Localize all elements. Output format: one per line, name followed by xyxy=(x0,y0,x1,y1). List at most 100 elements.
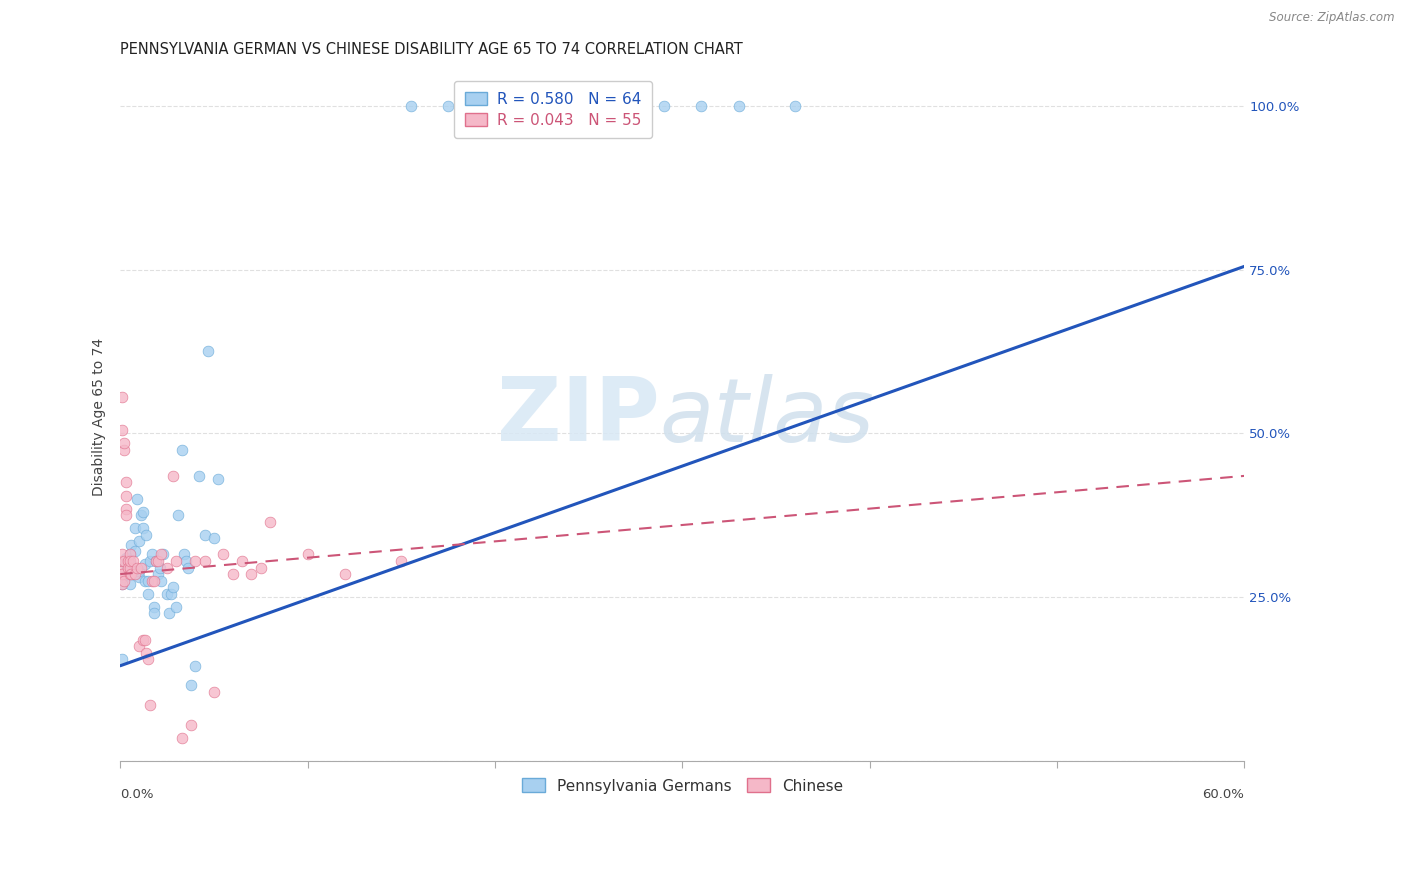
Point xyxy=(184,658,207,673)
Point xyxy=(193,528,215,542)
Point xyxy=(156,587,179,601)
Point xyxy=(162,580,184,594)
Point xyxy=(297,548,319,562)
Point xyxy=(145,554,167,568)
Point xyxy=(117,567,139,582)
Point xyxy=(111,567,134,582)
Point xyxy=(502,99,524,113)
Point xyxy=(184,554,207,568)
Point xyxy=(124,521,146,535)
Point xyxy=(111,554,134,568)
Point xyxy=(156,560,179,574)
Point xyxy=(115,489,138,503)
Point xyxy=(249,560,271,574)
Point xyxy=(180,678,202,692)
Point xyxy=(142,599,165,614)
Point xyxy=(117,560,139,574)
Point xyxy=(437,99,460,113)
Point xyxy=(193,554,215,568)
Point xyxy=(111,548,134,562)
Point xyxy=(167,508,190,523)
Point xyxy=(120,567,142,582)
Point xyxy=(180,717,202,731)
Point xyxy=(231,554,253,568)
Point xyxy=(240,567,263,582)
Point xyxy=(157,607,180,621)
Point xyxy=(136,587,159,601)
Point xyxy=(174,554,197,568)
Point xyxy=(112,442,135,457)
Point xyxy=(162,469,184,483)
Point xyxy=(118,548,141,562)
Point xyxy=(128,564,150,578)
Point xyxy=(221,567,243,582)
Point xyxy=(170,731,193,745)
Point xyxy=(115,558,138,572)
Point xyxy=(134,574,156,588)
Point xyxy=(131,505,153,519)
Point xyxy=(134,558,156,572)
Point xyxy=(176,560,198,574)
Point xyxy=(129,560,152,574)
Point xyxy=(118,558,141,572)
Point xyxy=(606,99,628,113)
Point xyxy=(111,390,134,404)
Point xyxy=(173,548,195,562)
Point xyxy=(112,436,135,450)
Point xyxy=(146,567,169,582)
Point xyxy=(399,99,422,113)
Point xyxy=(212,548,235,562)
Point xyxy=(136,652,159,666)
Text: ZIP: ZIP xyxy=(498,374,659,460)
Point xyxy=(118,567,141,582)
Point xyxy=(142,607,165,621)
Point xyxy=(112,554,135,568)
Point xyxy=(128,570,150,584)
Point xyxy=(128,639,150,653)
Point xyxy=(131,521,153,535)
Point xyxy=(165,599,187,614)
Point xyxy=(142,574,165,588)
Point xyxy=(122,567,145,582)
Point xyxy=(558,99,581,113)
Point xyxy=(150,548,173,562)
Point xyxy=(139,554,162,568)
Point xyxy=(170,442,193,457)
Point xyxy=(125,560,148,574)
Point xyxy=(389,554,412,568)
Point xyxy=(111,577,134,591)
Point xyxy=(115,564,138,578)
Text: PENNSYLVANIA GERMAN VS CHINESE DISABILITY AGE 65 TO 74 CORRELATION CHART: PENNSYLVANIA GERMAN VS CHINESE DISABILIT… xyxy=(121,42,742,57)
Point xyxy=(122,554,145,568)
Point xyxy=(129,508,152,523)
Point xyxy=(111,423,134,437)
Point xyxy=(152,548,174,562)
Point xyxy=(165,554,187,568)
Point xyxy=(115,501,138,516)
Point xyxy=(148,560,170,574)
Point xyxy=(120,564,142,578)
Text: atlas: atlas xyxy=(659,374,875,460)
Text: 60.0%: 60.0% xyxy=(1202,789,1244,801)
Point xyxy=(120,538,142,552)
Point xyxy=(333,567,356,582)
Point xyxy=(117,554,139,568)
Point xyxy=(690,99,713,113)
Point xyxy=(128,534,150,549)
Point xyxy=(783,99,806,113)
Point xyxy=(118,548,141,562)
Point xyxy=(118,577,141,591)
Point xyxy=(115,508,138,523)
Text: Source: ZipAtlas.com: Source: ZipAtlas.com xyxy=(1270,11,1395,24)
Point xyxy=(135,646,157,660)
Point xyxy=(112,554,135,568)
Point xyxy=(125,491,148,506)
Point xyxy=(118,560,141,574)
Point xyxy=(117,560,139,574)
Point xyxy=(145,554,167,568)
Point xyxy=(652,99,675,113)
Legend: Pennsylvania Germans, Chinese: Pennsylvania Germans, Chinese xyxy=(515,771,851,801)
Point xyxy=(146,554,169,568)
Point xyxy=(202,531,225,545)
Point xyxy=(159,587,181,601)
